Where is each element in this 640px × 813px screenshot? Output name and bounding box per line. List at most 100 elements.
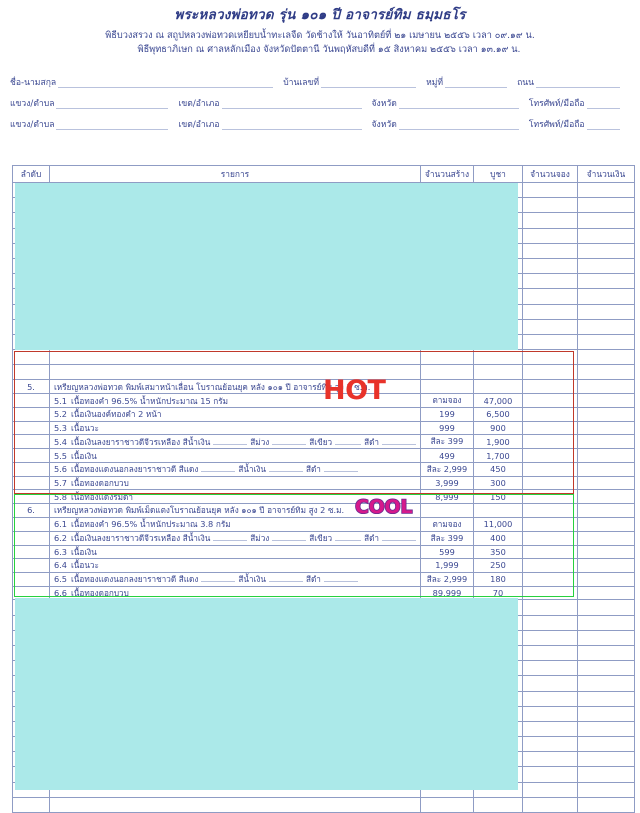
table-row-subitem[interactable]: 6.2 เนื้อเงินลงยาราชาวดีจีวรเหลือง สีน้ำเ… — [12, 530, 635, 546]
table-cell-book[interactable] — [522, 333, 578, 351]
subitem-made[interactable]: 999 — [420, 420, 474, 436]
subitem-price[interactable]: 350 — [473, 544, 523, 560]
table-cell-amt[interactable] — [577, 766, 635, 783]
subitem-blank-no[interactable] — [12, 544, 50, 560]
table-cell-amt[interactable] — [577, 288, 635, 305]
table-cell-amt[interactable] — [577, 720, 635, 738]
table-cell-amt[interactable] — [577, 318, 635, 335]
table-cell-amt[interactable] — [577, 644, 635, 662]
row-price[interactable] — [473, 503, 523, 518]
subitem-amount[interactable] — [577, 448, 635, 463]
subdistrict-input-2[interactable] — [56, 120, 169, 130]
table-row-subitem[interactable]: 5.8 เนื้อทองแดงรมดำ 8,999 150 — [12, 489, 635, 504]
table-cell-book[interactable] — [522, 675, 578, 692]
table-cell-amt[interactable] — [577, 705, 635, 722]
subitem-booked[interactable] — [522, 434, 578, 450]
road-input[interactable] — [536, 78, 620, 88]
table-cell-book[interactable] — [522, 629, 578, 646]
table-cell-book[interactable] — [522, 766, 578, 783]
table-cell-book[interactable] — [522, 303, 578, 320]
subitem-made[interactable]: 599 — [420, 544, 474, 560]
subitem-price[interactable]: 250 — [473, 558, 523, 573]
row-amount[interactable] — [577, 503, 635, 518]
subitem-amount[interactable] — [577, 516, 635, 532]
table-cell-amt[interactable] — [577, 614, 635, 631]
table-cell-book[interactable] — [522, 644, 578, 662]
subitem-booked[interactable] — [522, 544, 578, 560]
table-row-group-title[interactable]: 6. เหรียญหลวงพ่อทวด พิมพ์เม็ดแตงโบราณย้อน… — [12, 503, 635, 518]
table-cell-book[interactable] — [522, 705, 578, 722]
subitem-booked[interactable] — [522, 571, 578, 587]
subitem-price[interactable]: 900 — [473, 420, 523, 436]
table-row-group-title[interactable]: 5. เหรียญหลวงพ่อทวด พิมพ์เสมาหน้าเลื่อน โ… — [12, 379, 635, 395]
subitem-booked[interactable] — [522, 393, 578, 409]
subitem-amount[interactable] — [577, 489, 635, 504]
row-amount[interactable] — [577, 379, 635, 395]
table-row-subitem[interactable]: 5.1 เนื้อทองคำ 96.5% น้ำหนักประมาณ 15 กรั… — [12, 393, 635, 409]
subitem-booked[interactable] — [522, 475, 578, 491]
table-cell-amt[interactable] — [577, 599, 635, 616]
table-cell-book[interactable] — [522, 599, 578, 616]
table-cell-book[interactable] — [522, 660, 578, 677]
subitem-booked[interactable] — [522, 461, 578, 477]
subdistrict-input[interactable] — [56, 99, 169, 109]
table-cell-amt[interactable] — [577, 675, 635, 692]
subitem-made[interactable]: 199 — [420, 407, 474, 422]
subitem-made[interactable]: 1,999 — [420, 558, 474, 573]
row-made[interactable] — [420, 503, 474, 518]
table-cell-amt[interactable] — [577, 736, 635, 753]
subitem-blank-no[interactable] — [12, 420, 50, 436]
subitem-made[interactable]: 8,999 — [420, 489, 474, 504]
subitem-booked[interactable] — [522, 516, 578, 532]
table-cell-book[interactable] — [522, 751, 578, 768]
subitem-blank-no[interactable] — [12, 475, 50, 491]
row-number[interactable]: 5. — [12, 379, 50, 395]
subitem-made[interactable]: ตามจอง — [420, 393, 474, 409]
row-booked[interactable] — [522, 503, 578, 518]
subitem-price[interactable]: 400 — [473, 530, 523, 546]
table-cell-amt[interactable] — [577, 349, 635, 366]
subitem-blank-no[interactable] — [12, 434, 50, 450]
phone-input-2[interactable] — [586, 120, 620, 130]
subitem-amount[interactable] — [577, 585, 635, 601]
subitem-made[interactable]: 499 — [420, 448, 474, 463]
subitem-made[interactable]: 3,999 — [420, 475, 474, 491]
table-cell-amt[interactable] — [577, 257, 635, 275]
subitem-blank-no[interactable] — [12, 571, 50, 587]
table-cell-made[interactable] — [420, 349, 474, 366]
table-cell-amt[interactable] — [577, 242, 635, 259]
subitem-price[interactable]: 47,000 — [473, 393, 523, 409]
subitem-amount[interactable] — [577, 393, 635, 409]
subitem-blank-no[interactable] — [12, 461, 50, 477]
table-cell-book[interactable] — [522, 197, 578, 214]
table-cell-made[interactable] — [420, 364, 474, 381]
table-cell-price[interactable] — [473, 364, 523, 381]
subitem-booked[interactable] — [522, 420, 578, 436]
table-cell-amt[interactable] — [577, 333, 635, 351]
subitem-made[interactable]: สีละ 2,999 — [420, 461, 474, 477]
subitem-price[interactable]: 300 — [473, 475, 523, 491]
subitem-price[interactable]: 1,700 — [473, 448, 523, 463]
moo-input[interactable] — [445, 78, 508, 88]
subitem-amount[interactable] — [577, 558, 635, 573]
province-input-2[interactable] — [398, 120, 519, 130]
subitem-amount[interactable] — [577, 571, 635, 587]
table-cell-book[interactable] — [522, 364, 578, 381]
table-row-subitem[interactable]: 5.2 เนื้อเงินองค์ทองคำ 2 หน้า 199 6,500 — [12, 407, 635, 422]
table-cell-book[interactable] — [522, 181, 578, 199]
table-row-subitem[interactable]: 5.3 เนื้อนวะ 999 900 — [12, 420, 635, 436]
table-cell-item[interactable] — [49, 349, 421, 366]
subitem-blank-no[interactable] — [12, 516, 50, 532]
district-input[interactable] — [221, 99, 362, 109]
subitem-price[interactable]: 150 — [473, 489, 523, 504]
table-cell-amt[interactable] — [577, 181, 635, 199]
table-cell-book[interactable] — [522, 227, 578, 244]
row-booked[interactable] — [522, 379, 578, 395]
table-cell-book[interactable] — [522, 349, 578, 366]
subitem-amount[interactable] — [577, 475, 635, 491]
table-cell-amt[interactable] — [577, 197, 635, 214]
table-cell-book[interactable] — [522, 781, 578, 798]
subitem-amount[interactable] — [577, 420, 635, 436]
subitem-made[interactable]: สีละ 2,999 — [420, 571, 474, 587]
subitem-amount[interactable] — [577, 461, 635, 477]
